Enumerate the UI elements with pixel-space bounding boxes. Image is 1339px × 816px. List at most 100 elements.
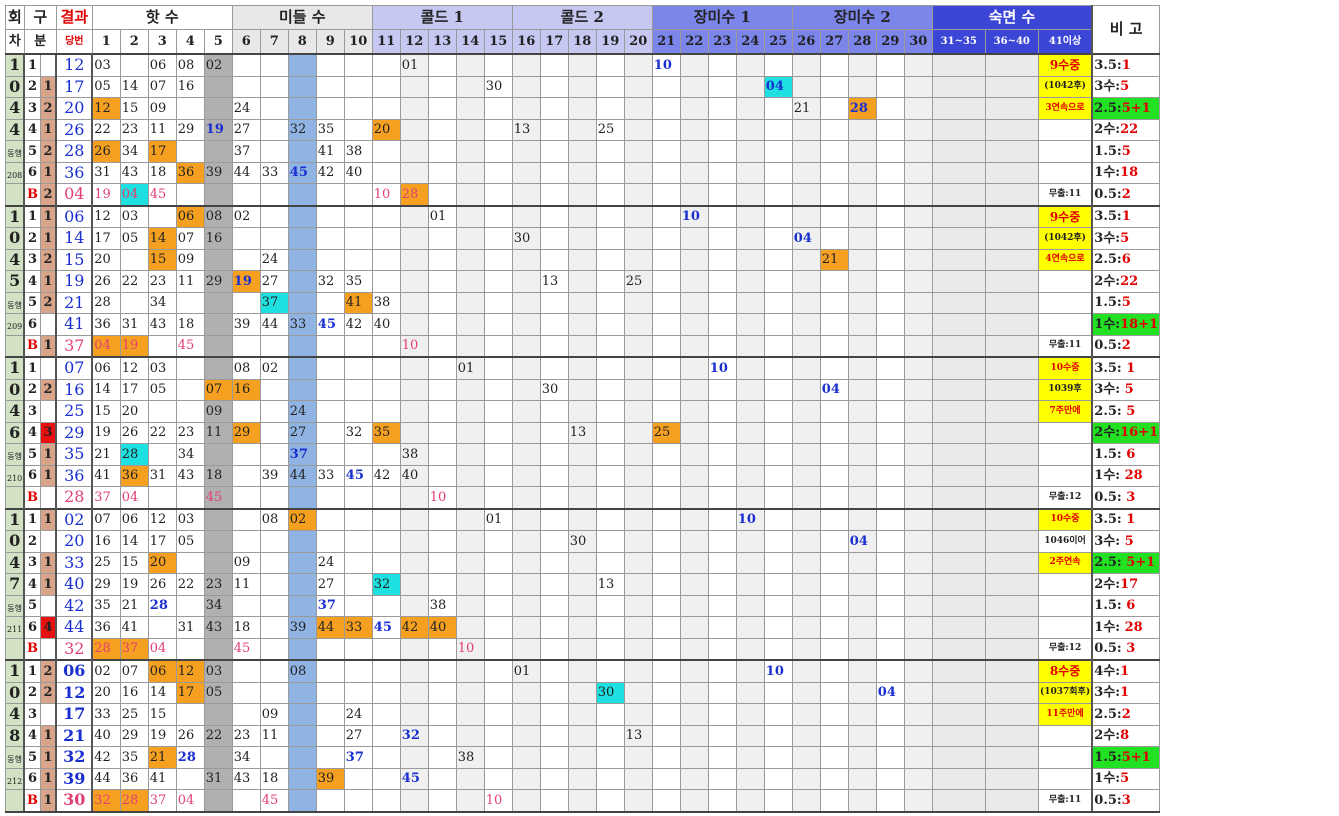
number-cell-16: 13 xyxy=(511,118,541,141)
number-cell-16 xyxy=(511,507,541,531)
number-cell-6 xyxy=(231,53,261,77)
number-cell-2: 16 xyxy=(119,681,149,704)
number-cell-14 xyxy=(455,140,485,163)
number-cell-11 xyxy=(371,248,401,271)
number-cell-22 xyxy=(679,616,709,639)
number-cell-12 xyxy=(399,204,429,228)
number-cell-12: 32 xyxy=(399,724,429,747)
number-cell-21 xyxy=(651,291,681,314)
number-cell-9 xyxy=(315,334,345,358)
number-cell-13 xyxy=(427,637,457,661)
number-cell-9 xyxy=(315,443,345,466)
number-cell-13 xyxy=(427,551,457,574)
number-cell-14: 01 xyxy=(455,356,485,380)
row-sub: 1 xyxy=(23,356,41,380)
number-cell-20 xyxy=(623,421,653,444)
number-cell-23 xyxy=(707,161,737,184)
number-cell-5: 45 xyxy=(203,486,233,509)
number-cell-21 xyxy=(651,270,681,293)
number-cell-22 xyxy=(679,334,709,358)
number-cell-2: 23 xyxy=(119,118,149,141)
round-caption-text: 208 xyxy=(7,170,23,180)
number-cell-15 xyxy=(483,573,513,596)
number-cell-16 xyxy=(511,464,541,487)
header-col-26: 26 xyxy=(791,29,821,55)
row-note xyxy=(1037,724,1093,747)
number-cell-19 xyxy=(595,421,625,444)
row-remark: 3.5: 1 xyxy=(1091,507,1161,531)
number-cell-25: 10 xyxy=(763,659,793,683)
number-cell-28 xyxy=(847,443,877,466)
remark-value: 5 xyxy=(1120,771,1130,787)
number-cell-12: 45 xyxy=(399,767,429,790)
number-cell-17 xyxy=(539,421,569,444)
remark-value: 5 xyxy=(1120,230,1130,246)
number-cell-14: 38 xyxy=(455,746,485,769)
range-cell xyxy=(984,313,1039,336)
remark-label: 1.5: xyxy=(1094,295,1122,311)
round-caption: 동행 xyxy=(5,140,26,163)
number-cell-7: 24 xyxy=(259,248,289,271)
number-cell-19 xyxy=(595,227,625,250)
number-cell-19: 30 xyxy=(595,681,625,704)
number-cell-25 xyxy=(763,97,793,120)
number-cell-21 xyxy=(651,551,681,574)
number-cell-10 xyxy=(343,248,373,271)
number-cell-28 xyxy=(847,75,877,98)
number-cell-30 xyxy=(903,118,933,141)
number-cell-26 xyxy=(791,573,821,596)
number-cell-4 xyxy=(175,97,205,120)
number-cell-28 xyxy=(847,573,877,596)
number-cell-27 xyxy=(819,551,849,574)
header-col-30: 30 xyxy=(903,29,933,55)
remark-value: 1 xyxy=(1121,360,1136,376)
number-cell-19 xyxy=(595,616,625,639)
range-cell xyxy=(931,204,986,228)
number-cell-15 xyxy=(483,421,513,444)
number-cell-9 xyxy=(315,183,345,206)
number-cell-9 xyxy=(315,789,345,813)
number-cell-7: 09 xyxy=(259,703,289,726)
number-cell-21 xyxy=(651,594,681,617)
number-cell-1: 04 xyxy=(91,334,121,358)
row-mark: 1 xyxy=(39,443,57,466)
row-mark: 1 xyxy=(39,464,57,487)
number-cell-16 xyxy=(511,724,541,747)
number-cell-30 xyxy=(903,291,933,314)
number-cell-14 xyxy=(455,291,485,314)
number-cell-24 xyxy=(735,443,765,466)
row-note: 3연속으로 xyxy=(1037,97,1093,120)
number-cell-22 xyxy=(679,97,709,120)
number-cell-2: 36 xyxy=(119,767,149,790)
row-mark: 2 xyxy=(39,291,57,314)
number-cell-15: 01 xyxy=(483,507,513,531)
number-cell-24 xyxy=(735,204,765,228)
number-cell-8 xyxy=(287,53,317,77)
number-cell-24 xyxy=(735,140,765,163)
row-remark: 3수:1 xyxy=(1091,681,1161,704)
number-cell-26 xyxy=(791,421,821,444)
number-cell-7 xyxy=(259,421,289,444)
number-cell-13 xyxy=(427,724,457,747)
number-cell-13 xyxy=(427,378,457,401)
number-cell-26 xyxy=(791,313,821,336)
table-row: 4 3 2 20 12 15 09 24 21 28 3연속으로 2.5:5+1 xyxy=(5,97,1161,120)
number-cell-21 xyxy=(651,616,681,639)
number-cell-29 xyxy=(875,616,905,639)
range-cell xyxy=(931,118,986,141)
row-remark: 0.5:2 xyxy=(1091,334,1161,358)
number-cell-18 xyxy=(567,248,597,271)
number-cell-24 xyxy=(735,161,765,184)
table-row: 동행 5 1 32 42 35 21 28 34 37 38 1.5:5+1 xyxy=(5,746,1161,769)
number-cell-27 xyxy=(819,659,849,683)
number-cell-15 xyxy=(483,270,513,293)
number-cell-28 xyxy=(847,464,877,487)
number-cell-2: 37 xyxy=(119,637,149,661)
header-range-2: 36~40 xyxy=(984,29,1039,55)
number-cell-19 xyxy=(595,378,625,401)
number-cell-28 xyxy=(847,140,877,163)
result-number: 33 xyxy=(55,551,94,574)
result-number: 26 xyxy=(55,118,94,141)
range-cell xyxy=(984,703,1039,726)
number-cell-3 xyxy=(147,400,177,423)
